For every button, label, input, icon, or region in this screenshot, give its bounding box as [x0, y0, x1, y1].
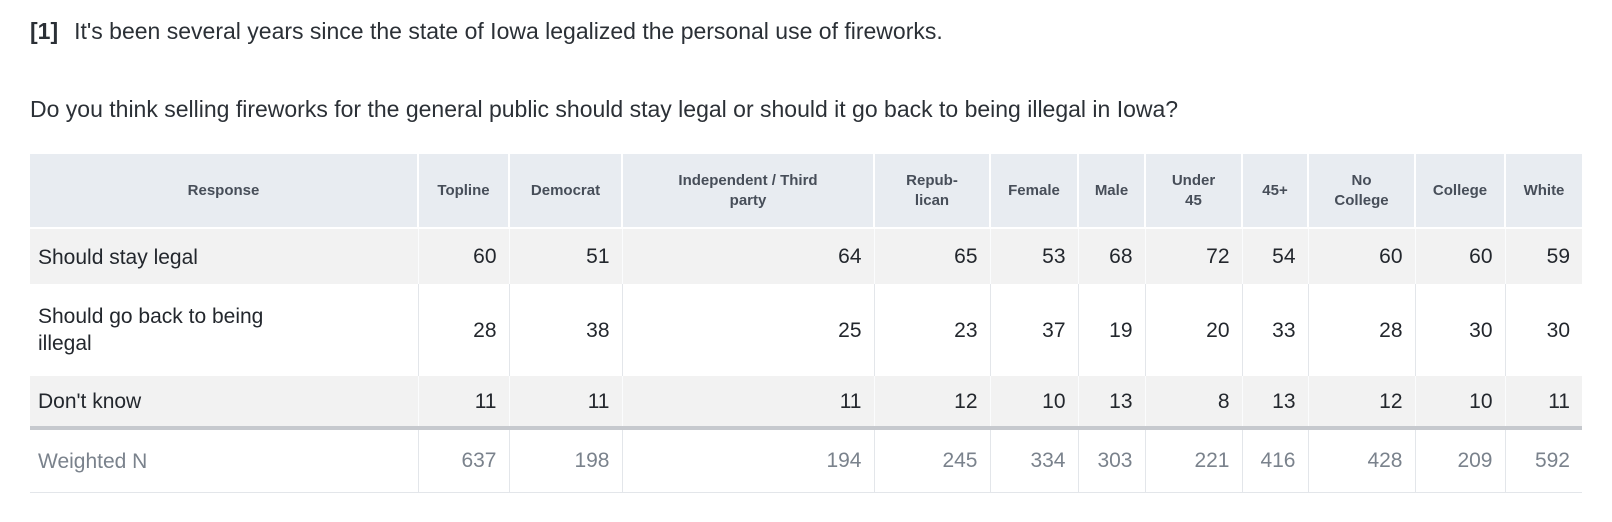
value-cell: 68	[1077, 228, 1145, 285]
value-cell: 54	[1241, 228, 1308, 285]
value-cell: 8	[1144, 376, 1242, 429]
header-row: Response Topline Democrat Independent / …	[30, 154, 1582, 230]
value-cell: 28	[417, 284, 509, 377]
table-row-should-go-back-illegal: Should go back to being illegal 28 38 25…	[30, 284, 1582, 377]
value-cell: 51	[508, 228, 622, 285]
value-cell: 12	[873, 376, 990, 429]
value-cell: 11	[621, 376, 874, 429]
value-cell: 59	[1504, 228, 1582, 285]
value-cell: 60	[1414, 228, 1505, 285]
column-header-democrat: Democrat	[508, 154, 622, 230]
value-cell: 30	[1414, 284, 1505, 377]
column-header-45-plus: 45+	[1241, 154, 1308, 230]
value-cell: 11	[417, 376, 509, 429]
column-header-republican: Repub­lican	[873, 154, 990, 230]
column-header-topline: Topline	[417, 154, 509, 230]
value-cell: 23	[873, 284, 990, 377]
column-header-white: White	[1504, 154, 1582, 230]
value-cell: 12	[1307, 376, 1415, 429]
value-cell: 30	[1504, 284, 1582, 377]
question-number: [1]	[30, 18, 59, 44]
question-intro-line: [1] It's been several years since the sta…	[30, 15, 1582, 47]
value-cell: 72	[1144, 228, 1242, 285]
weighted-n-cell: 416	[1241, 426, 1308, 493]
value-cell: 38	[508, 284, 622, 377]
value-cell: 60	[417, 228, 509, 285]
column-header-independent-third-party: Independent / Third party	[621, 154, 874, 230]
weighted-n-cell: 245	[873, 426, 990, 493]
crosstab-table: Response Topline Democrat Independent / …	[30, 154, 1582, 493]
weighted-n-label-cell: Weighted N	[30, 426, 418, 493]
value-cell: 10	[989, 376, 1078, 429]
weighted-n-cell: 221	[1144, 426, 1242, 493]
weighted-n-cell: 198	[508, 426, 622, 493]
value-cell: 10	[1414, 376, 1505, 429]
table-row-should-stay-legal: Should stay legal 60 51 64 65 53 68 72 5…	[30, 228, 1582, 285]
column-header-no-college: No College	[1307, 154, 1415, 230]
weighted-n-cell: 428	[1307, 426, 1415, 493]
weighted-n-cell: 303	[1077, 426, 1145, 493]
column-header-response: Response	[30, 154, 418, 230]
value-cell: 64	[621, 228, 874, 285]
column-header-college: College	[1414, 154, 1505, 230]
question-prompt: Do you think selling fireworks for the g…	[30, 96, 1179, 123]
value-cell: 33	[1241, 284, 1308, 377]
column-header-male: Male	[1077, 154, 1145, 230]
weighted-n-cell: 334	[989, 426, 1078, 493]
response-label-cell: Don't know	[30, 376, 418, 429]
weighted-n-cell: 194	[621, 426, 874, 493]
value-cell: 11	[1504, 376, 1582, 429]
value-cell: 65	[873, 228, 990, 285]
value-cell: 20	[1144, 284, 1242, 377]
weighted-n-cell: 209	[1414, 426, 1505, 493]
response-label-cell: Should stay legal	[30, 228, 418, 285]
table-row-weighted-n: Weighted N 637 198 194 245 334 303 221 4…	[30, 426, 1582, 493]
column-header-under-45: Under 45	[1144, 154, 1242, 230]
table-row-dont-know: Don't know 11 11 11 12 10 13 8 13 12 10 …	[30, 376, 1582, 429]
value-cell: 19	[1077, 284, 1145, 377]
value-cell: 13	[1241, 376, 1308, 429]
weighted-n-cell: 592	[1504, 426, 1582, 493]
response-label-cell: Should go back to being illegal	[30, 284, 418, 377]
question-intro-text: It's been several years since the state …	[74, 18, 943, 44]
value-cell: 25	[621, 284, 874, 377]
weighted-n-cell: 637	[417, 426, 509, 493]
column-header-female: Female	[989, 154, 1078, 230]
value-cell: 37	[989, 284, 1078, 377]
value-cell: 60	[1307, 228, 1415, 285]
value-cell: 13	[1077, 376, 1145, 429]
value-cell: 53	[989, 228, 1078, 285]
value-cell: 11	[508, 376, 622, 429]
value-cell: 28	[1307, 284, 1415, 377]
